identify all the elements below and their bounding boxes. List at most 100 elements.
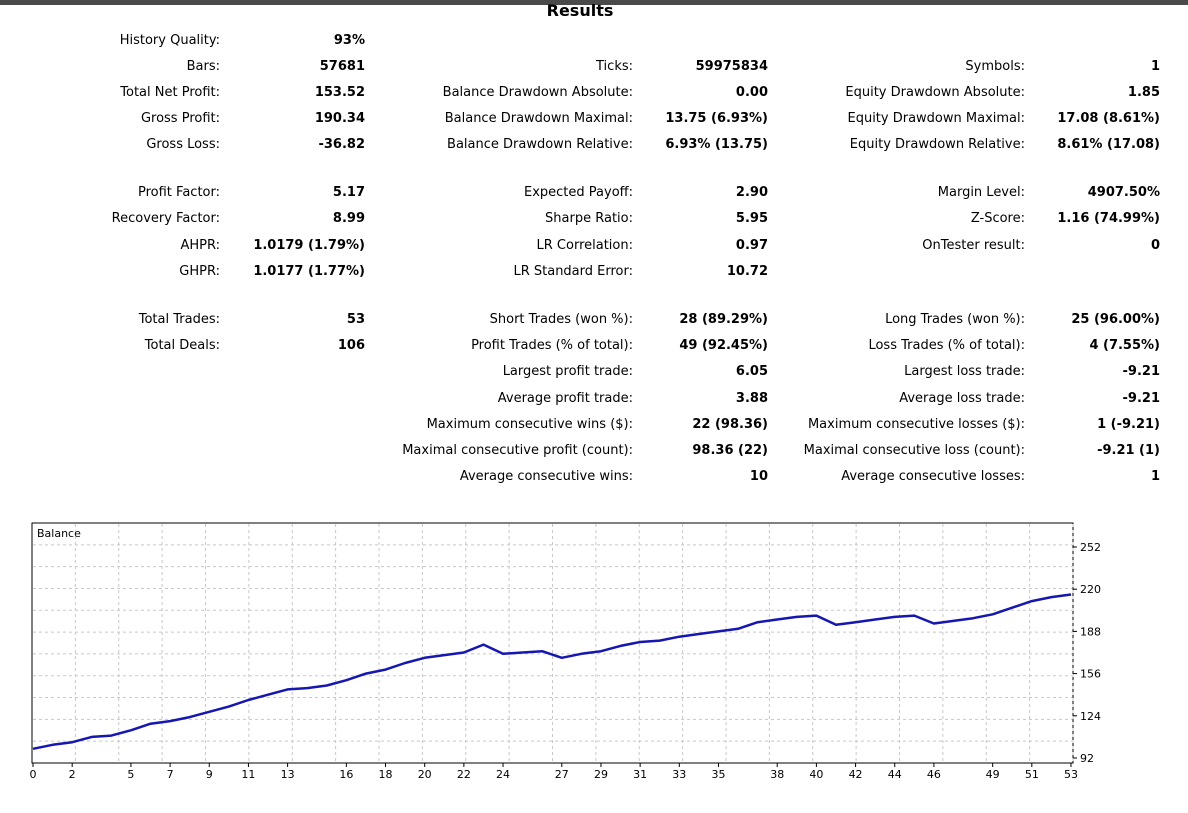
x-tick-label: 11 (241, 768, 255, 781)
stat-label: Margin Level: (937, 185, 1025, 200)
stat-label: Expected Payoff: (524, 185, 633, 200)
stat-label: Largest loss trade: (904, 364, 1025, 379)
x-tick-label: 33 (672, 768, 686, 781)
stat-label: Total Deals: (144, 338, 220, 353)
x-tick-label: 27 (555, 768, 569, 781)
top-border (0, 0, 1188, 5)
stat-value: 190.34 (314, 111, 365, 126)
stat-value: 8.99 (332, 211, 365, 226)
stat-value: 2.90 (735, 185, 768, 200)
stat-value: 59975834 (695, 59, 768, 74)
stat-value: 5.17 (332, 185, 365, 200)
stat-value: 17.08 (8.61%) (1057, 111, 1160, 126)
y-tick-label: 124 (1080, 710, 1101, 723)
balance-series-line (32, 593, 1072, 751)
stat-label: Gross Profit: (140, 111, 220, 126)
stat-label: Average consecutive losses: (841, 469, 1025, 484)
stat-value: 28 (89.29%) (679, 312, 768, 327)
stat-label: History Quality: (119, 33, 220, 48)
x-tick-label: 13 (281, 768, 295, 781)
stat-label: Profit Factor: (138, 185, 220, 200)
x-tick-label: 38 (770, 768, 784, 781)
y-tick-label: 252 (1080, 541, 1101, 554)
x-tick-label: 9 (206, 768, 213, 781)
stat-label: Average loss trade: (899, 391, 1025, 406)
stat-label: Maximum consecutive wins ($): (426, 417, 633, 432)
stat-value: 106 (337, 338, 365, 353)
stat-label: Balance Drawdown Absolute: (442, 85, 633, 100)
stat-value: 4907.50% (1087, 185, 1160, 200)
stat-value: 5.95 (735, 211, 768, 226)
stat-label: Total Net Profit: (120, 85, 220, 100)
x-tick-label: 0 (30, 768, 37, 781)
x-tick-label: 49 (986, 768, 1000, 781)
stat-label: Maximal consecutive profit (count): (402, 443, 633, 458)
stat-label: Maximal consecutive loss (count): (803, 443, 1025, 458)
stat-value: 1.0179 (1.79%) (253, 238, 365, 253)
report-title: Results (546, 1, 614, 20)
stat-label: Short Trades (won %): (489, 312, 633, 327)
x-tick-label: 29 (594, 768, 608, 781)
x-tick-label: 7 (167, 768, 174, 781)
stat-label: LR Standard Error: (513, 264, 633, 279)
stat-label: AHPR: (180, 238, 220, 253)
stat-value: 1 (1150, 59, 1160, 74)
x-tick-label: 44 (888, 768, 902, 781)
stat-label: Equity Drawdown Relative: (849, 137, 1025, 152)
stat-value: 57681 (319, 59, 365, 74)
stat-label: Sharpe Ratio: (545, 211, 633, 226)
stat-label: Bars: (186, 59, 220, 74)
stat-value: 22 (98.36) (692, 417, 768, 432)
stat-label: Ticks: (596, 59, 633, 74)
x-tick-label: 51 (1025, 768, 1039, 781)
stat-label: Equity Drawdown Absolute: (845, 85, 1025, 100)
stat-label: Profit Trades (% of total): (471, 338, 633, 353)
stat-value: 1 (-9.21) (1097, 417, 1160, 432)
stat-label: OnTester result: (922, 238, 1025, 253)
stat-value: -9.21 (1122, 391, 1160, 406)
stat-value: 6.93% (13.75) (665, 137, 768, 152)
x-tick-label: 53 (1064, 768, 1078, 781)
stat-label: Balance Drawdown Relative: (447, 137, 633, 152)
y-tick-label: 220 (1080, 583, 1101, 596)
stat-value: 1.0177 (1.77%) (253, 264, 365, 279)
x-tick-label: 5 (127, 768, 134, 781)
stat-value: 1 (1150, 469, 1160, 484)
x-tick-label: 46 (927, 768, 941, 781)
stat-value: 153.52 (314, 85, 365, 100)
stat-label: Total Trades: (138, 312, 220, 327)
x-tick-label: 20 (418, 768, 432, 781)
stat-value: 3.88 (735, 391, 768, 406)
stat-value: -9.21 (1122, 364, 1160, 379)
stat-label: Long Trades (won %): (885, 312, 1025, 327)
stat-label: Equity Drawdown Maximal: (847, 111, 1025, 126)
stat-label: Average profit trade: (497, 391, 633, 406)
stat-label: Loss Trades (% of total): (868, 338, 1025, 353)
stat-label: GHPR: (179, 264, 220, 279)
stat-label: Balance Drawdown Maximal: (444, 111, 633, 126)
stat-value: 13.75 (6.93%) (665, 111, 768, 126)
stat-value: 6.05 (735, 364, 768, 379)
stat-value: 49 (92.45%) (679, 338, 768, 353)
x-tick-label: 16 (339, 768, 353, 781)
stat-label: Average consecutive wins: (459, 469, 633, 484)
stat-value: 25 (96.00%) (1071, 312, 1160, 327)
stat-value: 4 (7.55%) (1089, 338, 1160, 353)
stat-value: -36.82 (318, 137, 365, 152)
y-tick-label: 92 (1080, 752, 1094, 765)
stat-label: Recovery Factor: (111, 211, 220, 226)
stat-label: LR Correlation: (536, 238, 633, 253)
stat-value: 0 (1150, 238, 1160, 253)
stat-label: Symbols: (965, 59, 1025, 74)
x-tick-label: 18 (379, 768, 393, 781)
y-tick-label: 156 (1080, 668, 1101, 681)
stat-value: 10 (749, 469, 768, 484)
stat-value: 93% (333, 33, 365, 48)
stat-value: 1.85 (1127, 85, 1160, 100)
x-tick-label: 35 (711, 768, 725, 781)
stat-value: 8.61% (17.08) (1057, 137, 1160, 152)
stat-value: -9.21 (1) (1097, 443, 1160, 458)
stat-label: Largest profit trade: (502, 364, 633, 379)
stat-label: Maximum consecutive losses ($): (807, 417, 1025, 432)
chart-frame (31, 522, 1074, 764)
